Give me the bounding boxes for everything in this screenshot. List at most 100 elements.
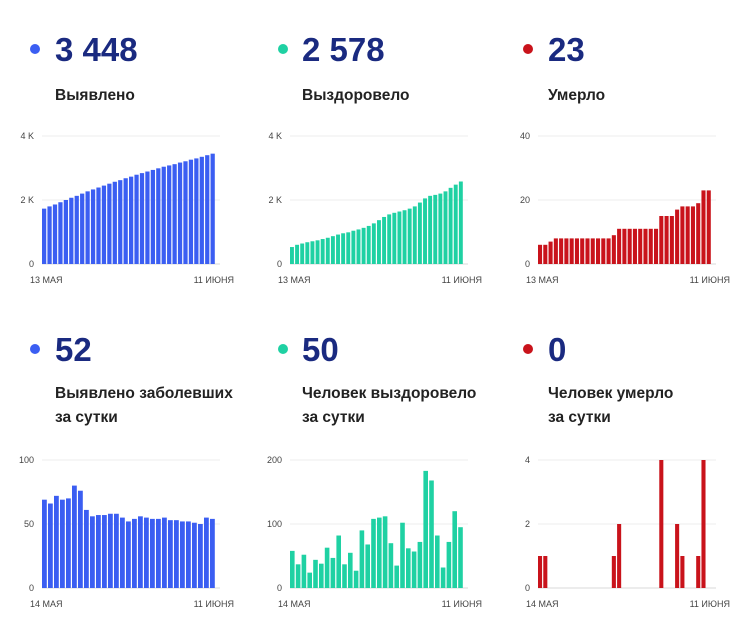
bar [139, 173, 145, 264]
bar [114, 513, 119, 588]
y-tick-label: 2 K [20, 195, 34, 205]
bar [307, 572, 312, 588]
bar [675, 209, 680, 264]
x-end-label: 11 ИЮНЯ [442, 599, 482, 609]
bar [336, 535, 341, 588]
x-start-label: 14 МАЯ [30, 599, 63, 609]
series-dot-daily-deaths [523, 344, 533, 354]
x-end-label: 11 ИЮНЯ [442, 275, 482, 285]
bar [359, 530, 365, 588]
daily-deaths-value: 0 [548, 331, 567, 368]
bar [659, 216, 664, 264]
daily-recovered-value: 50 [302, 331, 339, 368]
bar [118, 180, 123, 264]
bar [69, 197, 74, 264]
bar [654, 228, 659, 264]
bar [300, 243, 305, 264]
bar [150, 518, 155, 588]
y-tick-label: 4 [525, 455, 530, 465]
bar [402, 210, 407, 264]
x-start-label: 13 МАЯ [30, 275, 63, 285]
daily-deaths-label-line2: за сутки [548, 409, 611, 426]
bar [348, 552, 353, 588]
daily-cases-value: 52 [55, 331, 92, 368]
bar [559, 238, 564, 264]
bar [144, 517, 149, 588]
bar [162, 517, 167, 588]
bar [458, 527, 463, 588]
y-tick-label: 4 K [268, 131, 282, 141]
bar [351, 230, 356, 264]
x-start-label: 14 МАЯ [278, 599, 311, 609]
bar [611, 556, 616, 588]
bar [96, 515, 101, 588]
bar [356, 229, 361, 264]
bar [361, 227, 366, 264]
bar [388, 543, 394, 588]
series-dot-daily-recovered [278, 344, 288, 354]
bar [101, 185, 107, 264]
y-tick-label: 200 [267, 455, 282, 465]
bar [295, 564, 301, 588]
bar [90, 189, 96, 264]
total-cases-label: Выявлено [55, 87, 135, 104]
y-tick-label: 0 [29, 583, 34, 593]
y-tick-label: 50 [24, 519, 34, 529]
bar [553, 238, 558, 264]
bar [438, 193, 443, 264]
bar [52, 204, 58, 264]
bar [341, 233, 346, 264]
bar [617, 228, 622, 264]
bar [412, 206, 417, 264]
bar [448, 187, 453, 264]
bar [194, 158, 199, 264]
bar [440, 567, 446, 588]
bar [174, 520, 179, 588]
bar [365, 544, 370, 588]
bar [580, 238, 585, 264]
chart-total-recovered: 0 2 K 4 K 13 МАЯ 11 ИЮНЯ [268, 131, 482, 285]
bar [319, 563, 324, 588]
bar [42, 208, 47, 264]
series-dot-daily-cases [30, 344, 40, 354]
chart-daily-deaths: 0 2 4 14 МАЯ 11 ИЮНЯ [525, 455, 730, 609]
bar [96, 187, 101, 264]
bar [330, 236, 335, 264]
bar [596, 238, 601, 264]
daily-cases-label-line1: Выявлено заболевших [55, 385, 233, 402]
x-start-label: 14 МАЯ [526, 599, 559, 609]
bar [680, 206, 685, 264]
bar [107, 183, 112, 264]
total-cases-value: 3 448 [55, 31, 138, 68]
bar [452, 511, 457, 588]
bar [685, 206, 690, 264]
bar [392, 212, 397, 264]
bar [643, 228, 648, 264]
bar [168, 520, 173, 588]
bar [156, 168, 161, 264]
bar [129, 176, 134, 264]
bar [138, 516, 143, 588]
bar [295, 244, 300, 264]
bar [564, 238, 569, 264]
daily-deaths-label-line1: Человек умерло [548, 385, 674, 402]
bar [167, 165, 172, 264]
bar [78, 490, 83, 588]
bar [290, 247, 294, 264]
y-tick-label: 0 [525, 259, 530, 269]
bar [382, 216, 387, 264]
bar [701, 460, 706, 588]
bar [205, 155, 210, 264]
bar [183, 161, 188, 264]
bar [172, 164, 177, 264]
daily-cases-label-line2: за сутки [55, 409, 118, 426]
bar [417, 202, 422, 264]
bar [63, 200, 68, 264]
bar [675, 524, 680, 588]
bar [72, 485, 77, 588]
bar [423, 198, 427, 264]
bar [324, 547, 330, 588]
bar [648, 228, 653, 264]
bar [346, 232, 351, 264]
bar [606, 238, 611, 264]
